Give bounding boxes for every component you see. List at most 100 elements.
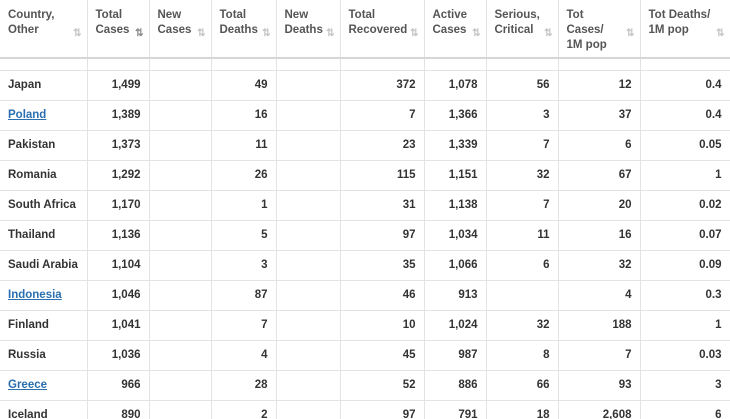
new-cases-cell (149, 340, 212, 371)
active-cases-cell: 791 (424, 400, 487, 419)
country-name: Romania (8, 169, 57, 181)
cases-per-1m-cell: 6 (558, 130, 641, 161)
sort-arrows-icon[interactable]: ⇅ (197, 28, 205, 39)
new-cases-cell (149, 70, 212, 101)
total-deaths-cell: 7 (211, 310, 277, 341)
total-recovered-cell: 115 (340, 160, 425, 191)
active-cases-cell: 1,066 (424, 250, 487, 281)
country-cell: Romania (0, 160, 88, 191)
column-header-cases-per-1m[interactable]: Tot Cases/1M pop ⇅ (558, 0, 641, 59)
country-link[interactable]: Indonesia (8, 289, 62, 301)
new-cases-cell (149, 310, 212, 341)
column-header-country[interactable]: Country, Other ⇅ (0, 0, 88, 59)
sort-arrows-icon[interactable]: ⇅ (326, 28, 334, 39)
total-cases-cell: 1,292 (87, 160, 150, 191)
sort-arrows-icon[interactable]: ⇅ (472, 28, 480, 39)
country-name: Finland (8, 319, 49, 331)
column-header-label-line2: Cases (432, 24, 467, 36)
new-deaths-cell (276, 130, 341, 161)
new-deaths-cell (276, 250, 341, 281)
new-deaths-cell (276, 400, 341, 419)
serious-critical-cell: 66 (486, 370, 559, 401)
total-deaths-cell: 1 (211, 190, 277, 221)
active-cases-cell: 987 (424, 340, 487, 371)
column-header-label-line1: Serious, (494, 9, 540, 21)
sort-arrows-icon[interactable]: ⇅ (410, 28, 418, 39)
deaths-per-1m-cell: 0.07 (640, 220, 730, 251)
total-recovered-cell: 46 (340, 280, 425, 311)
country-link[interactable]: Poland (8, 109, 47, 121)
cases-per-1m-cell: 67 (558, 160, 641, 191)
column-header-label-line1: Tot Deaths/ (648, 9, 711, 21)
deaths-per-1m-cell: 0.02 (640, 190, 730, 221)
total-cases-cell: 1,041 (87, 310, 150, 341)
sort-arrows-icon[interactable]: ⇅ (135, 28, 143, 39)
country-link[interactable]: Greece (8, 379, 48, 391)
new-cases-cell (149, 370, 212, 401)
serious-critical-cell: 8 (486, 340, 559, 371)
table-row: Iceland 890 2 97 791 18 2,608 6 (0, 400, 730, 419)
column-header-label-line2: Other (8, 24, 39, 36)
cases-per-1m-cell: 12 (558, 70, 641, 101)
new-cases-cell (149, 130, 212, 161)
sort-arrows-icon[interactable]: ⇅ (262, 28, 270, 39)
table-row: Thailand 1,136 5 97 1,034 11 16 0.07 (0, 220, 730, 251)
table-row: Indonesia 1,046 87 46 913 4 0.3 (0, 280, 730, 311)
new-cases-cell (149, 100, 212, 131)
serious-critical-cell: 7 (486, 130, 559, 161)
serious-critical-cell: 32 (486, 160, 559, 191)
country-name: Pakistan (8, 139, 56, 151)
table-row: Poland 1,389 16 7 1,366 3 37 0.4 (0, 100, 730, 131)
deaths-per-1m-cell: 3 (640, 370, 730, 401)
cases-per-1m-cell: 7 (558, 340, 641, 371)
country-cell: Finland (0, 310, 88, 341)
cases-per-1m-cell: 20 (558, 190, 641, 221)
total-deaths-cell: 11 (211, 130, 277, 161)
sort-arrows-icon[interactable]: ⇅ (73, 28, 81, 39)
new-cases-cell (149, 160, 212, 191)
serious-critical-cell: 3 (486, 100, 559, 131)
table-row: Russia 1,036 4 45 987 8 7 0.03 (0, 340, 730, 371)
total-cases-cell: 1,373 (87, 130, 150, 161)
cases-per-1m-cell: 4 (558, 280, 641, 311)
table-row: Saudi Arabia 1,104 3 35 1,066 6 32 0.09 (0, 250, 730, 281)
cases-per-1m-cell: 93 (558, 370, 641, 401)
total-recovered-cell: 45 (340, 340, 425, 371)
active-cases-cell: 1,034 (424, 220, 487, 251)
column-header-total-deaths[interactable]: Total Deaths ⇅ (211, 0, 277, 59)
column-header-active-cases[interactable]: Active Cases ⇅ (424, 0, 487, 59)
cases-per-1m-cell: 2,608 (558, 400, 641, 419)
deaths-per-1m-cell: 0.3 (640, 280, 730, 311)
total-cases-cell: 1,046 (87, 280, 150, 311)
column-header-total-cases[interactable]: Total Cases ⇅ (87, 0, 150, 59)
column-header-label-line2: Deaths (219, 24, 258, 36)
column-header-label-line1: New (284, 9, 309, 21)
column-header-new-deaths[interactable]: New Deaths ⇅ (276, 0, 341, 59)
total-deaths-cell: 4 (211, 340, 277, 371)
new-deaths-cell (276, 160, 341, 191)
column-header-deaths-per-1m[interactable]: Tot Deaths/1M pop ⇅ (640, 0, 730, 59)
column-header-label-line1: Total (348, 9, 376, 21)
sort-arrows-icon[interactable]: ⇅ (626, 28, 634, 39)
sort-arrows-icon[interactable]: ⇅ (716, 28, 724, 39)
column-header-total-recovered[interactable]: Total Recovered ⇅ (340, 0, 425, 59)
total-recovered-cell: 35 (340, 250, 425, 281)
country-cell: South Africa (0, 190, 88, 221)
new-deaths-cell (276, 220, 341, 251)
new-cases-cell (149, 250, 212, 281)
total-cases-cell: 1,170 (87, 190, 150, 221)
total-deaths-cell: 2 (211, 400, 277, 419)
new-deaths-cell (276, 280, 341, 311)
country-cell: Russia (0, 340, 88, 371)
serious-critical-cell: 11 (486, 220, 559, 251)
sort-arrows-icon[interactable]: ⇅ (544, 28, 552, 39)
column-header-serious-critical[interactable]: Serious, Critical ⇅ (486, 0, 559, 59)
new-cases-cell (149, 400, 212, 419)
country-cell: Greece (0, 370, 88, 401)
total-deaths-cell: 16 (211, 100, 277, 131)
cases-per-1m-cell: 32 (558, 250, 641, 281)
total-recovered-cell: 372 (340, 70, 425, 101)
country-name: Russia (8, 349, 46, 361)
column-header-new-cases[interactable]: New Cases ⇅ (149, 0, 212, 59)
new-cases-cell (149, 280, 212, 311)
